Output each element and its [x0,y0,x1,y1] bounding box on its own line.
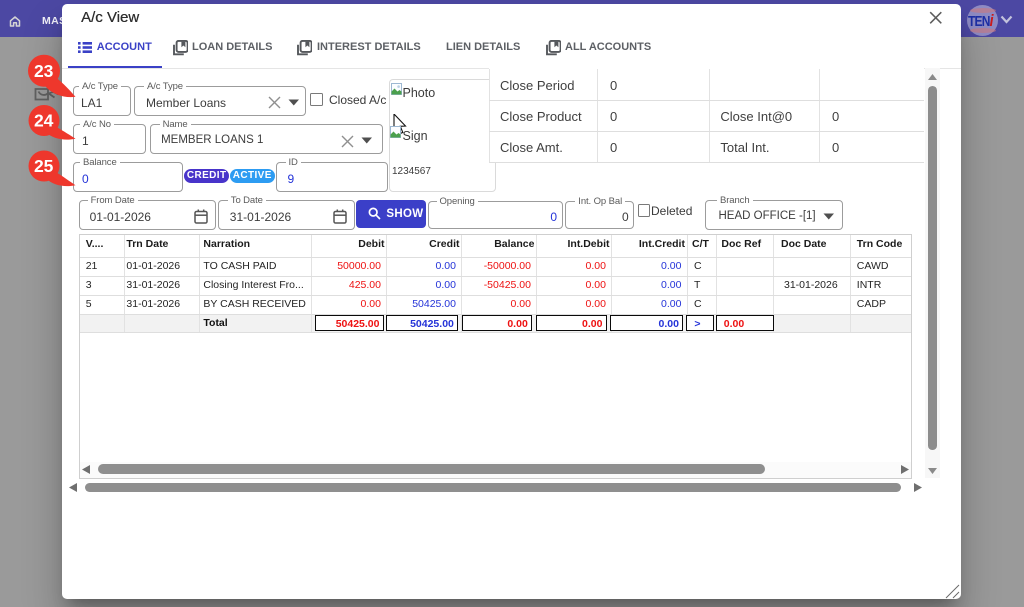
svg-text:23: 23 [34,61,54,81]
svg-text:24: 24 [34,111,54,131]
svg-text:25: 25 [34,156,54,176]
